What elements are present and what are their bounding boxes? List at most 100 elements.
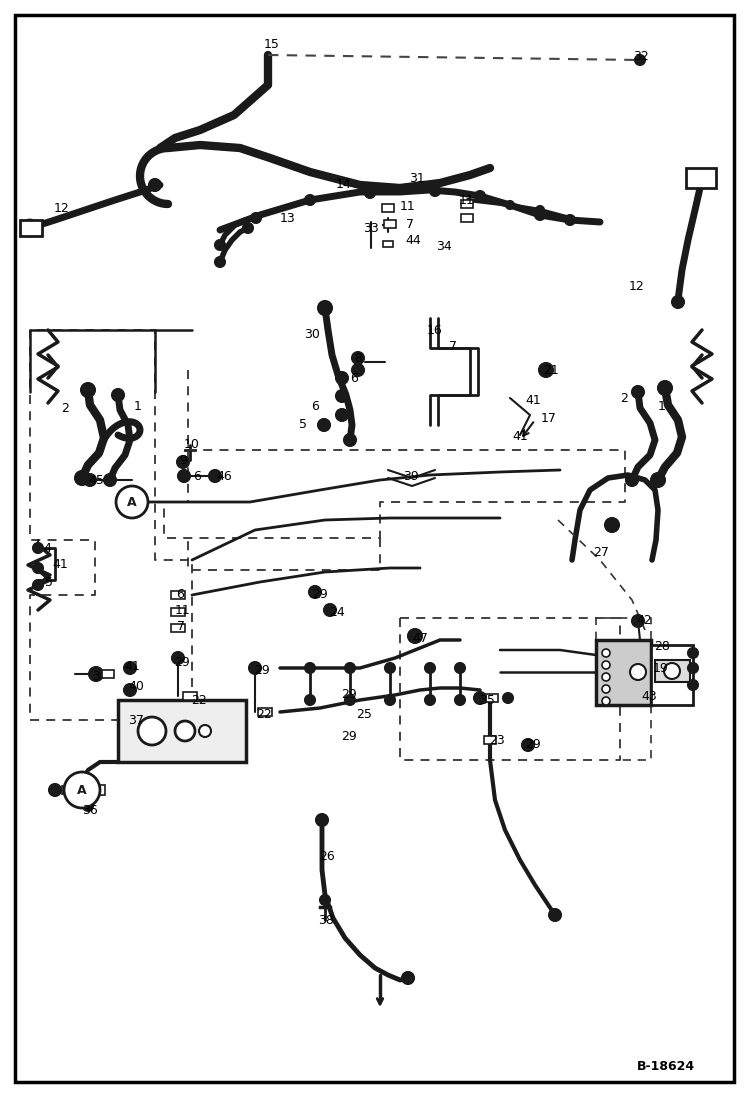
Circle shape bbox=[345, 663, 355, 672]
Text: 30: 30 bbox=[304, 328, 320, 340]
Circle shape bbox=[605, 518, 619, 532]
Text: A: A bbox=[127, 496, 137, 509]
Circle shape bbox=[22, 220, 38, 236]
Text: 26: 26 bbox=[319, 849, 335, 862]
Text: 44: 44 bbox=[405, 234, 421, 247]
Text: 12: 12 bbox=[54, 202, 70, 215]
Circle shape bbox=[688, 680, 698, 690]
Text: 31: 31 bbox=[409, 171, 425, 184]
Text: 13: 13 bbox=[280, 212, 296, 225]
Circle shape bbox=[243, 223, 253, 233]
Circle shape bbox=[345, 695, 355, 705]
Circle shape bbox=[506, 201, 514, 210]
Circle shape bbox=[83, 801, 93, 811]
Circle shape bbox=[602, 661, 610, 669]
Text: 29: 29 bbox=[525, 738, 541, 751]
Circle shape bbox=[385, 695, 395, 705]
Text: 23: 23 bbox=[489, 734, 505, 746]
Bar bbox=[686, 168, 716, 188]
Circle shape bbox=[365, 188, 375, 197]
Text: 37: 37 bbox=[128, 713, 144, 726]
Circle shape bbox=[251, 213, 261, 223]
Text: 32: 32 bbox=[633, 50, 649, 64]
Circle shape bbox=[425, 663, 435, 672]
Text: 1: 1 bbox=[658, 399, 666, 412]
Circle shape bbox=[632, 615, 644, 627]
Circle shape bbox=[632, 386, 644, 398]
Text: 35: 35 bbox=[479, 693, 495, 706]
Circle shape bbox=[336, 409, 348, 421]
Bar bbox=[183, 692, 197, 700]
Bar bbox=[461, 214, 473, 222]
Circle shape bbox=[112, 389, 124, 402]
Text: 24: 24 bbox=[329, 606, 345, 619]
Circle shape bbox=[175, 721, 195, 740]
Circle shape bbox=[344, 434, 356, 446]
Circle shape bbox=[635, 55, 645, 65]
Circle shape bbox=[475, 191, 485, 201]
Text: 46: 46 bbox=[216, 470, 232, 483]
Circle shape bbox=[602, 697, 610, 705]
Circle shape bbox=[626, 474, 638, 486]
Text: 11: 11 bbox=[175, 604, 191, 618]
Circle shape bbox=[474, 692, 486, 704]
Bar bbox=[382, 204, 394, 212]
Text: 29: 29 bbox=[341, 730, 357, 743]
Bar bbox=[171, 608, 185, 617]
Circle shape bbox=[209, 470, 221, 482]
Text: 38: 38 bbox=[318, 914, 334, 927]
Text: 6: 6 bbox=[350, 372, 358, 385]
Text: 1: 1 bbox=[134, 399, 142, 412]
Text: 2: 2 bbox=[61, 402, 69, 415]
Circle shape bbox=[215, 240, 225, 250]
Bar bbox=[171, 624, 185, 632]
Circle shape bbox=[565, 215, 575, 225]
Bar bbox=[651, 645, 693, 705]
Circle shape bbox=[324, 604, 336, 617]
Text: 6: 6 bbox=[176, 588, 184, 600]
Text: 33: 33 bbox=[363, 222, 379, 235]
Circle shape bbox=[81, 383, 95, 397]
Text: 15: 15 bbox=[264, 38, 280, 52]
Circle shape bbox=[309, 586, 321, 598]
Text: B-18624: B-18624 bbox=[637, 1060, 695, 1073]
Text: 25: 25 bbox=[356, 708, 372, 721]
Text: 14: 14 bbox=[336, 179, 352, 192]
Circle shape bbox=[430, 186, 440, 196]
Text: 41: 41 bbox=[512, 430, 528, 442]
Circle shape bbox=[336, 391, 348, 402]
Text: 34: 34 bbox=[436, 239, 452, 252]
Circle shape bbox=[138, 717, 166, 745]
Circle shape bbox=[124, 685, 136, 695]
Text: 29: 29 bbox=[341, 689, 357, 701]
Text: 11: 11 bbox=[459, 193, 475, 206]
Bar bbox=[486, 694, 498, 702]
Circle shape bbox=[33, 580, 43, 590]
Circle shape bbox=[75, 471, 89, 485]
Circle shape bbox=[688, 663, 698, 672]
Text: A: A bbox=[77, 783, 87, 796]
Circle shape bbox=[522, 739, 534, 751]
Text: 3: 3 bbox=[92, 669, 100, 682]
Circle shape bbox=[630, 664, 646, 680]
Text: 43: 43 bbox=[641, 690, 657, 702]
Circle shape bbox=[664, 663, 680, 679]
Circle shape bbox=[316, 814, 328, 826]
Circle shape bbox=[336, 372, 348, 384]
Bar bbox=[383, 241, 393, 247]
Text: 41: 41 bbox=[52, 558, 68, 572]
Bar bbox=[171, 591, 185, 599]
Circle shape bbox=[688, 648, 698, 658]
Circle shape bbox=[104, 474, 116, 486]
Circle shape bbox=[402, 972, 414, 984]
Text: 21: 21 bbox=[543, 363, 559, 376]
Bar bbox=[118, 700, 246, 762]
Text: 29: 29 bbox=[254, 664, 270, 677]
Circle shape bbox=[536, 206, 544, 214]
Bar bbox=[89, 785, 105, 795]
Text: 22: 22 bbox=[191, 693, 207, 706]
Text: 4: 4 bbox=[43, 542, 51, 554]
Text: 39: 39 bbox=[403, 470, 419, 483]
Circle shape bbox=[455, 663, 465, 672]
Circle shape bbox=[503, 693, 513, 703]
